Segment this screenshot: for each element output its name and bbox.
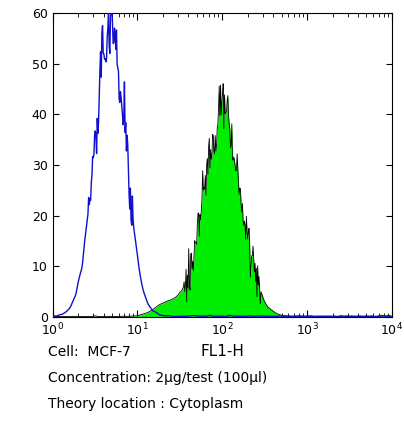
Text: Cell:  MCF-7: Cell: MCF-7 — [48, 345, 131, 359]
Text: Concentration: 2μg/test (100μl): Concentration: 2μg/test (100μl) — [48, 371, 268, 385]
Text: Theory location : Cytoplasm: Theory location : Cytoplasm — [48, 397, 244, 411]
X-axis label: FL1-H: FL1-H — [200, 344, 244, 359]
